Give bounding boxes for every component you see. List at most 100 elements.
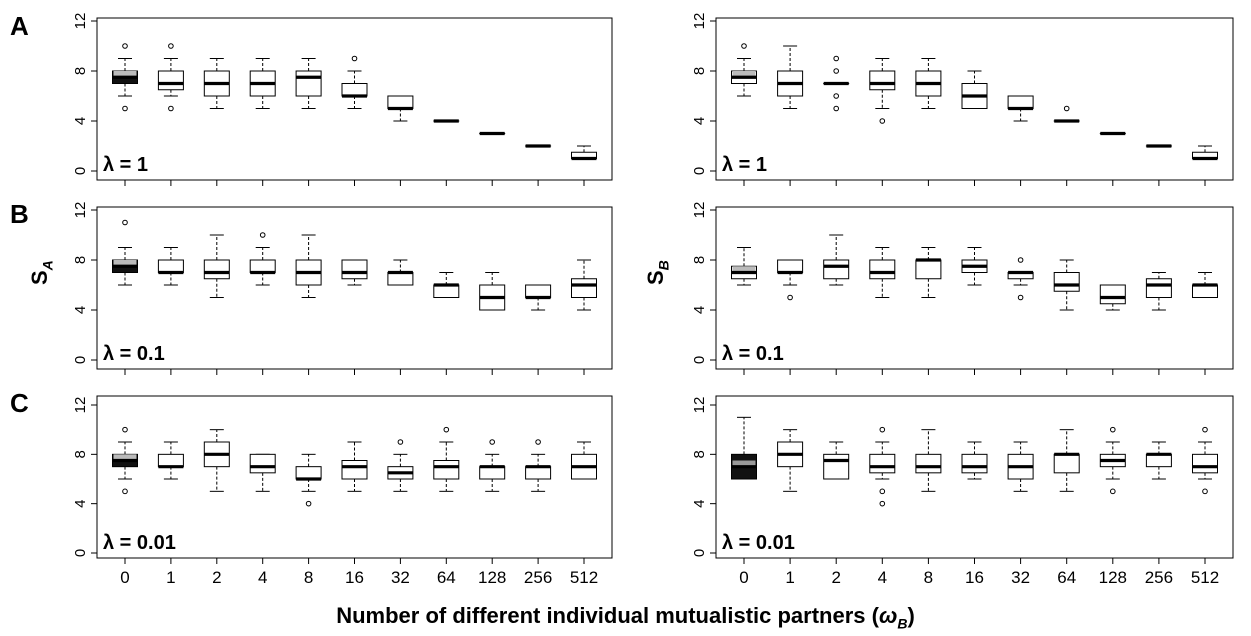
panel-letter-c: C: [10, 388, 29, 418]
chart-a-left-ytick-label: 0: [72, 167, 89, 175]
chart-c-right-xtick-label: 256: [1145, 568, 1173, 587]
chart-c-right-xtick-label: 64: [1057, 568, 1076, 587]
chart-a-right-outlier: [1063, 105, 1070, 112]
chart-c-left-outlier: [122, 426, 128, 433]
chart-b-left-ytick-label: 12: [72, 202, 89, 219]
chart-b-right-box: [1053, 272, 1080, 292]
chart-a-right-outlier: [833, 55, 840, 62]
chart-c-left-ytick-label: 4: [72, 499, 89, 507]
chart-c-left-xtick-label: 32: [391, 568, 410, 587]
chart-b-right-box: [915, 259, 942, 280]
chart-c-right-box: [869, 453, 896, 474]
chart-b-right-ytick-label: 8: [691, 256, 708, 264]
chart-b-right-box-shade: [732, 266, 756, 273]
chart-c-left-box: [157, 453, 184, 468]
chart-c-left-xtick-label: 2: [212, 568, 221, 587]
chart-b-left-box: [571, 278, 597, 298]
chart-b-left-box: [433, 284, 460, 298]
chart-b-left-box: [157, 259, 184, 273]
chart-c-right-box: [1053, 453, 1080, 474]
chart-c-left-xtick-label: 256: [524, 568, 552, 587]
chart-b-right-ytick-label: 0: [691, 356, 708, 364]
chart-c-left-outlier: [397, 439, 404, 445]
chart-c-right-xtick-label: 128: [1099, 568, 1127, 587]
chart-a-left-ytick-label: 8: [72, 67, 89, 75]
chart-c-left-box: [525, 466, 552, 480]
chart-c-right-ytick-label: 8: [691, 450, 708, 458]
chart-c-right-ytick-label: 12: [691, 397, 708, 414]
chart-a-right-ytick-label: 0: [691, 167, 708, 175]
chart-c-left-box: [295, 466, 322, 480]
chart-c-left-outlier: [305, 500, 312, 507]
chart-c-right-xtick-label: 0: [739, 568, 748, 587]
chart-c-left-xtick-label: 16: [345, 568, 364, 587]
chart-c-left-xtick-label: 1: [166, 568, 175, 587]
chart-a-right-outlier: [833, 93, 840, 99]
chart-b-right-ytick-label: 4: [691, 306, 708, 314]
y-axis-label-left: SA: [27, 260, 55, 285]
chart-b-left-lambda-label: λ = 0.1: [103, 343, 165, 365]
chart-a-left-ytick-label: 12: [72, 13, 89, 30]
chart-c-left-box: [341, 460, 368, 480]
chart-a-right-outlier: [879, 118, 886, 124]
chart-a-right-outlier: [833, 105, 840, 112]
chart-c-right-box: [823, 453, 850, 480]
chart-c-left-box: [433, 460, 460, 480]
chart-b-left-box: [203, 259, 230, 280]
chart-a-right-ytick-label: 4: [691, 117, 708, 125]
chart-c-right-outlier: [879, 500, 886, 507]
chart-b-right-outlier: [787, 294, 793, 301]
chart-c-left-xtick-label: 4: [258, 568, 267, 587]
chart-b-left-box: [249, 259, 276, 273]
chart-c-left-xtick-label: 8: [304, 568, 313, 587]
chart-a-right-box: [1007, 95, 1034, 109]
chart-c-left-xtick-label: 64: [437, 568, 456, 587]
y-axis-label-right: SB: [643, 260, 671, 285]
chart-c-right-ytick-label: 4: [691, 499, 708, 507]
chart-c-right-xtick-label: 16: [965, 568, 984, 587]
y-axis-label-left-sub: A: [39, 260, 56, 271]
chart-b-right-box: [777, 259, 804, 273]
chart-c-right-ytick-label: 0: [691, 549, 708, 557]
chart-c-right-lambda-label: λ = 0.01: [722, 532, 795, 554]
chart-b-right-outlier: [1017, 294, 1024, 301]
chart-c-left-outlier: [122, 488, 128, 495]
panel-letter-a: A: [10, 11, 29, 41]
chart-a-left-ytick-label: 4: [72, 117, 89, 125]
chart-b-right-lambda-label: λ = 0.1: [722, 343, 784, 365]
chart-a-left-box: [387, 95, 414, 109]
chart-b-right-box: [1099, 284, 1126, 305]
chart-c-left-box-shade: [113, 454, 137, 461]
chart-c-left-xtick-label: 512: [570, 568, 598, 587]
y-axis-label-right-main: S: [643, 270, 668, 285]
chart-c-right-xtick-label: 1: [785, 568, 794, 587]
chart-c-right-box: [1145, 453, 1172, 468]
chart-a-left-outlier: [168, 105, 174, 112]
chart-c-right-outlier: [879, 488, 886, 495]
chart-b-left-ytick-label: 0: [72, 356, 89, 364]
chart-c-right-outlier: [1202, 488, 1208, 495]
chart-b-right-outlier: [1017, 257, 1024, 263]
chart-b-left-box: [387, 272, 414, 286]
chart-a-left-outlier: [122, 43, 128, 49]
chart-a-left-lambda-label: λ = 1: [103, 154, 148, 176]
chart-c-right-box: [1192, 453, 1218, 474]
panel-letter-b: B: [10, 199, 29, 229]
chart-c-right-outlier: [879, 426, 886, 433]
chart-c-left-ytick-label: 12: [72, 397, 89, 414]
chart-c-right-box: [915, 453, 942, 474]
chart-b-right-box: [1192, 284, 1218, 298]
chart-a-left-box: [157, 70, 184, 91]
chart-b-left-box: [341, 259, 368, 280]
chart-b-left-box: [525, 284, 552, 298]
chart-b-left-box-shade: [113, 260, 137, 267]
x-axis-label-prefix: Number of different individual mutualist…: [336, 603, 879, 628]
chart-c-right-outlier: [1110, 488, 1116, 495]
chart-c-left-box: [249, 453, 276, 474]
chart-a-left-outlier: [122, 105, 128, 112]
chart-c-left-outlier: [535, 439, 541, 445]
chart-c-right-xtick-label: 512: [1191, 568, 1219, 587]
chart-c-right-box-shade: [732, 460, 756, 467]
y-axis-label-right-sub: B: [655, 260, 672, 271]
